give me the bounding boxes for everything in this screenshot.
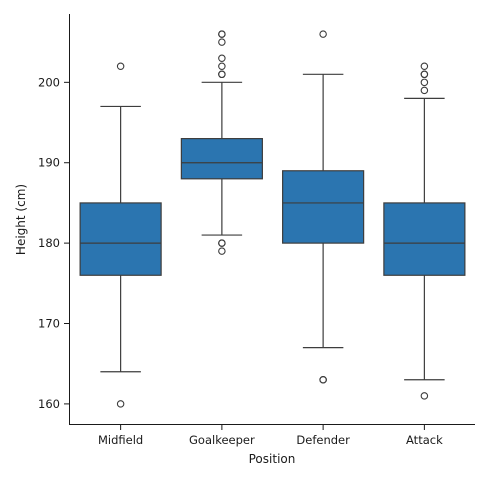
outlier-point	[420, 392, 429, 400]
iqr-box	[79, 202, 162, 276]
outlier-point	[420, 78, 429, 87]
outlier-point	[116, 400, 125, 408]
box-defender	[282, 30, 365, 384]
y-tick-label: 200	[38, 75, 60, 89]
iqr-box	[180, 138, 263, 180]
box-goalkeeper	[180, 30, 263, 255]
box-attack	[383, 62, 466, 400]
y-tick-label: 190	[38, 156, 60, 170]
outlier-point	[218, 239, 226, 247]
x-tick-label: Goalkeeper	[189, 433, 255, 447]
iqr-box	[282, 170, 365, 244]
x-axis-ticks: Midfield Goalkeeper Defender Attack	[98, 424, 443, 447]
x-axis-label: Position	[249, 452, 296, 466]
y-tick-label: 180	[38, 236, 60, 250]
y-tick-label: 170	[38, 317, 60, 331]
y-tick-label: 160	[38, 397, 60, 411]
y-axis-ticks: 160 170 180 190 200	[38, 75, 70, 411]
outlier-point	[319, 30, 327, 38]
outlier-point	[218, 70, 226, 79]
iqr-box	[383, 202, 466, 276]
outlier-point	[420, 70, 429, 79]
x-tick-label: Defender	[296, 433, 350, 447]
box-midfield	[79, 62, 162, 408]
outlier-point	[420, 62, 429, 71]
y-axis-label: Height (cm)	[14, 184, 28, 255]
x-tick-label: Attack	[406, 433, 443, 447]
outlier-point	[116, 62, 125, 71]
outlier-point	[319, 376, 327, 384]
outlier-point	[218, 54, 226, 62]
outlier-point	[218, 247, 226, 255]
plot-area	[79, 30, 466, 408]
x-tick-label: Midfield	[98, 433, 143, 447]
outlier-point	[218, 38, 226, 46]
outlier-point	[218, 30, 226, 38]
outlier-point	[218, 62, 226, 71]
outlier-point	[420, 86, 429, 95]
